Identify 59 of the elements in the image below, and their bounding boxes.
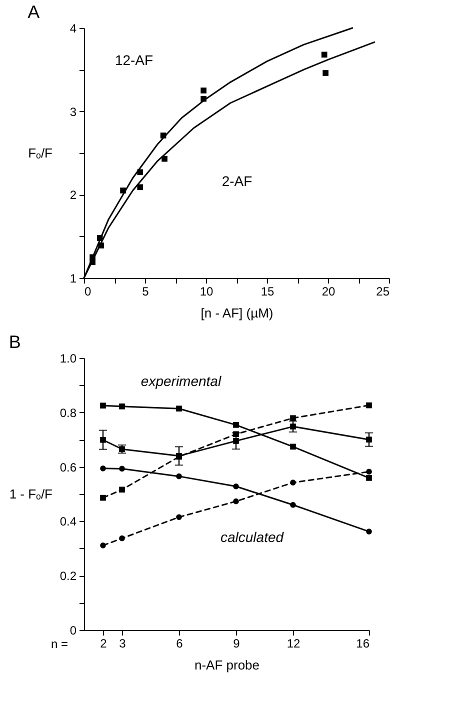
x-tick-label: 9 bbox=[233, 636, 240, 650]
x-axis-title: [n - AF] (µM) bbox=[200, 306, 274, 320]
point bbox=[176, 406, 182, 412]
y-tick-label: 0.6 bbox=[60, 460, 77, 474]
y-axis-title: Fₒ/F bbox=[28, 146, 53, 160]
x-tick-label: 2 bbox=[100, 636, 108, 650]
annotation: 2-AF bbox=[222, 173, 252, 189]
annotation: experimental bbox=[140, 373, 222, 389]
point bbox=[233, 422, 239, 428]
point bbox=[119, 486, 125, 493]
x-tick-label: 25 bbox=[376, 284, 390, 298]
point bbox=[290, 444, 296, 450]
y-tick-label: 0.8 bbox=[60, 406, 77, 420]
point bbox=[119, 404, 125, 410]
x-axis-title: n-AF probe bbox=[194, 658, 260, 672]
point bbox=[200, 88, 206, 94]
x-tick-label: 0 bbox=[84, 284, 92, 298]
x-tick-label: 3 bbox=[119, 636, 126, 650]
x-tick-label: 10 bbox=[200, 284, 214, 298]
point bbox=[100, 494, 106, 501]
point bbox=[366, 468, 372, 475]
point bbox=[100, 402, 106, 409]
point bbox=[321, 52, 328, 58]
point bbox=[176, 473, 182, 480]
point bbox=[100, 466, 106, 472]
point bbox=[366, 475, 372, 481]
chart-title: A bbox=[28, 2, 40, 22]
x-tick-label: 12 bbox=[286, 636, 300, 650]
chart-title: B bbox=[8, 332, 21, 352]
y-tick-label: 2 bbox=[70, 188, 77, 202]
point bbox=[137, 184, 144, 190]
point bbox=[366, 402, 372, 408]
point bbox=[100, 542, 106, 548]
y-tick-label: 0 bbox=[70, 624, 77, 638]
x-tick-label: 16 bbox=[356, 636, 370, 650]
point bbox=[119, 535, 125, 542]
point bbox=[290, 502, 296, 508]
point bbox=[290, 415, 296, 422]
y-tick-label: 4 bbox=[70, 22, 77, 36]
y-tick-label: 0.2 bbox=[60, 569, 77, 584]
text: n = bbox=[50, 637, 68, 651]
point bbox=[290, 480, 296, 486]
y-tick-label: 1.0 bbox=[60, 352, 77, 366]
point bbox=[119, 466, 125, 472]
x-tick-label: 6 bbox=[176, 636, 184, 650]
point bbox=[366, 528, 372, 534]
y-tick-label: 0.4 bbox=[60, 514, 77, 529]
y-tick-label: 1 bbox=[70, 272, 77, 286]
point bbox=[233, 498, 239, 504]
x-tick-label: 5 bbox=[142, 284, 150, 298]
y-tick-label: 3 bbox=[70, 104, 77, 119]
point bbox=[322, 70, 328, 76]
x-tick-label: 20 bbox=[322, 284, 336, 298]
x-tick-label: 15 bbox=[260, 284, 274, 298]
y-axis-title: 1 - Fₒ/F bbox=[9, 486, 53, 502]
annotation: calculated bbox=[220, 529, 285, 545]
annotation: 12-AF bbox=[114, 52, 154, 68]
point bbox=[176, 514, 182, 520]
point bbox=[233, 483, 239, 490]
